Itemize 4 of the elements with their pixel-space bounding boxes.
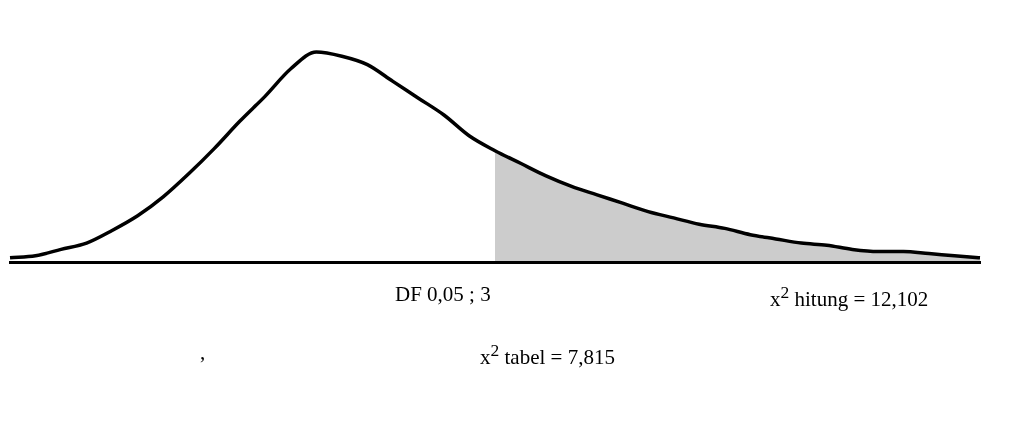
text: DF 0,05 ; 3 bbox=[395, 282, 491, 307]
text: x$^{2}$ hitung = 12,102 bbox=[770, 282, 929, 312]
text: , bbox=[200, 340, 206, 365]
text: x$^{2}$ tabel = 7,815 bbox=[480, 340, 615, 370]
